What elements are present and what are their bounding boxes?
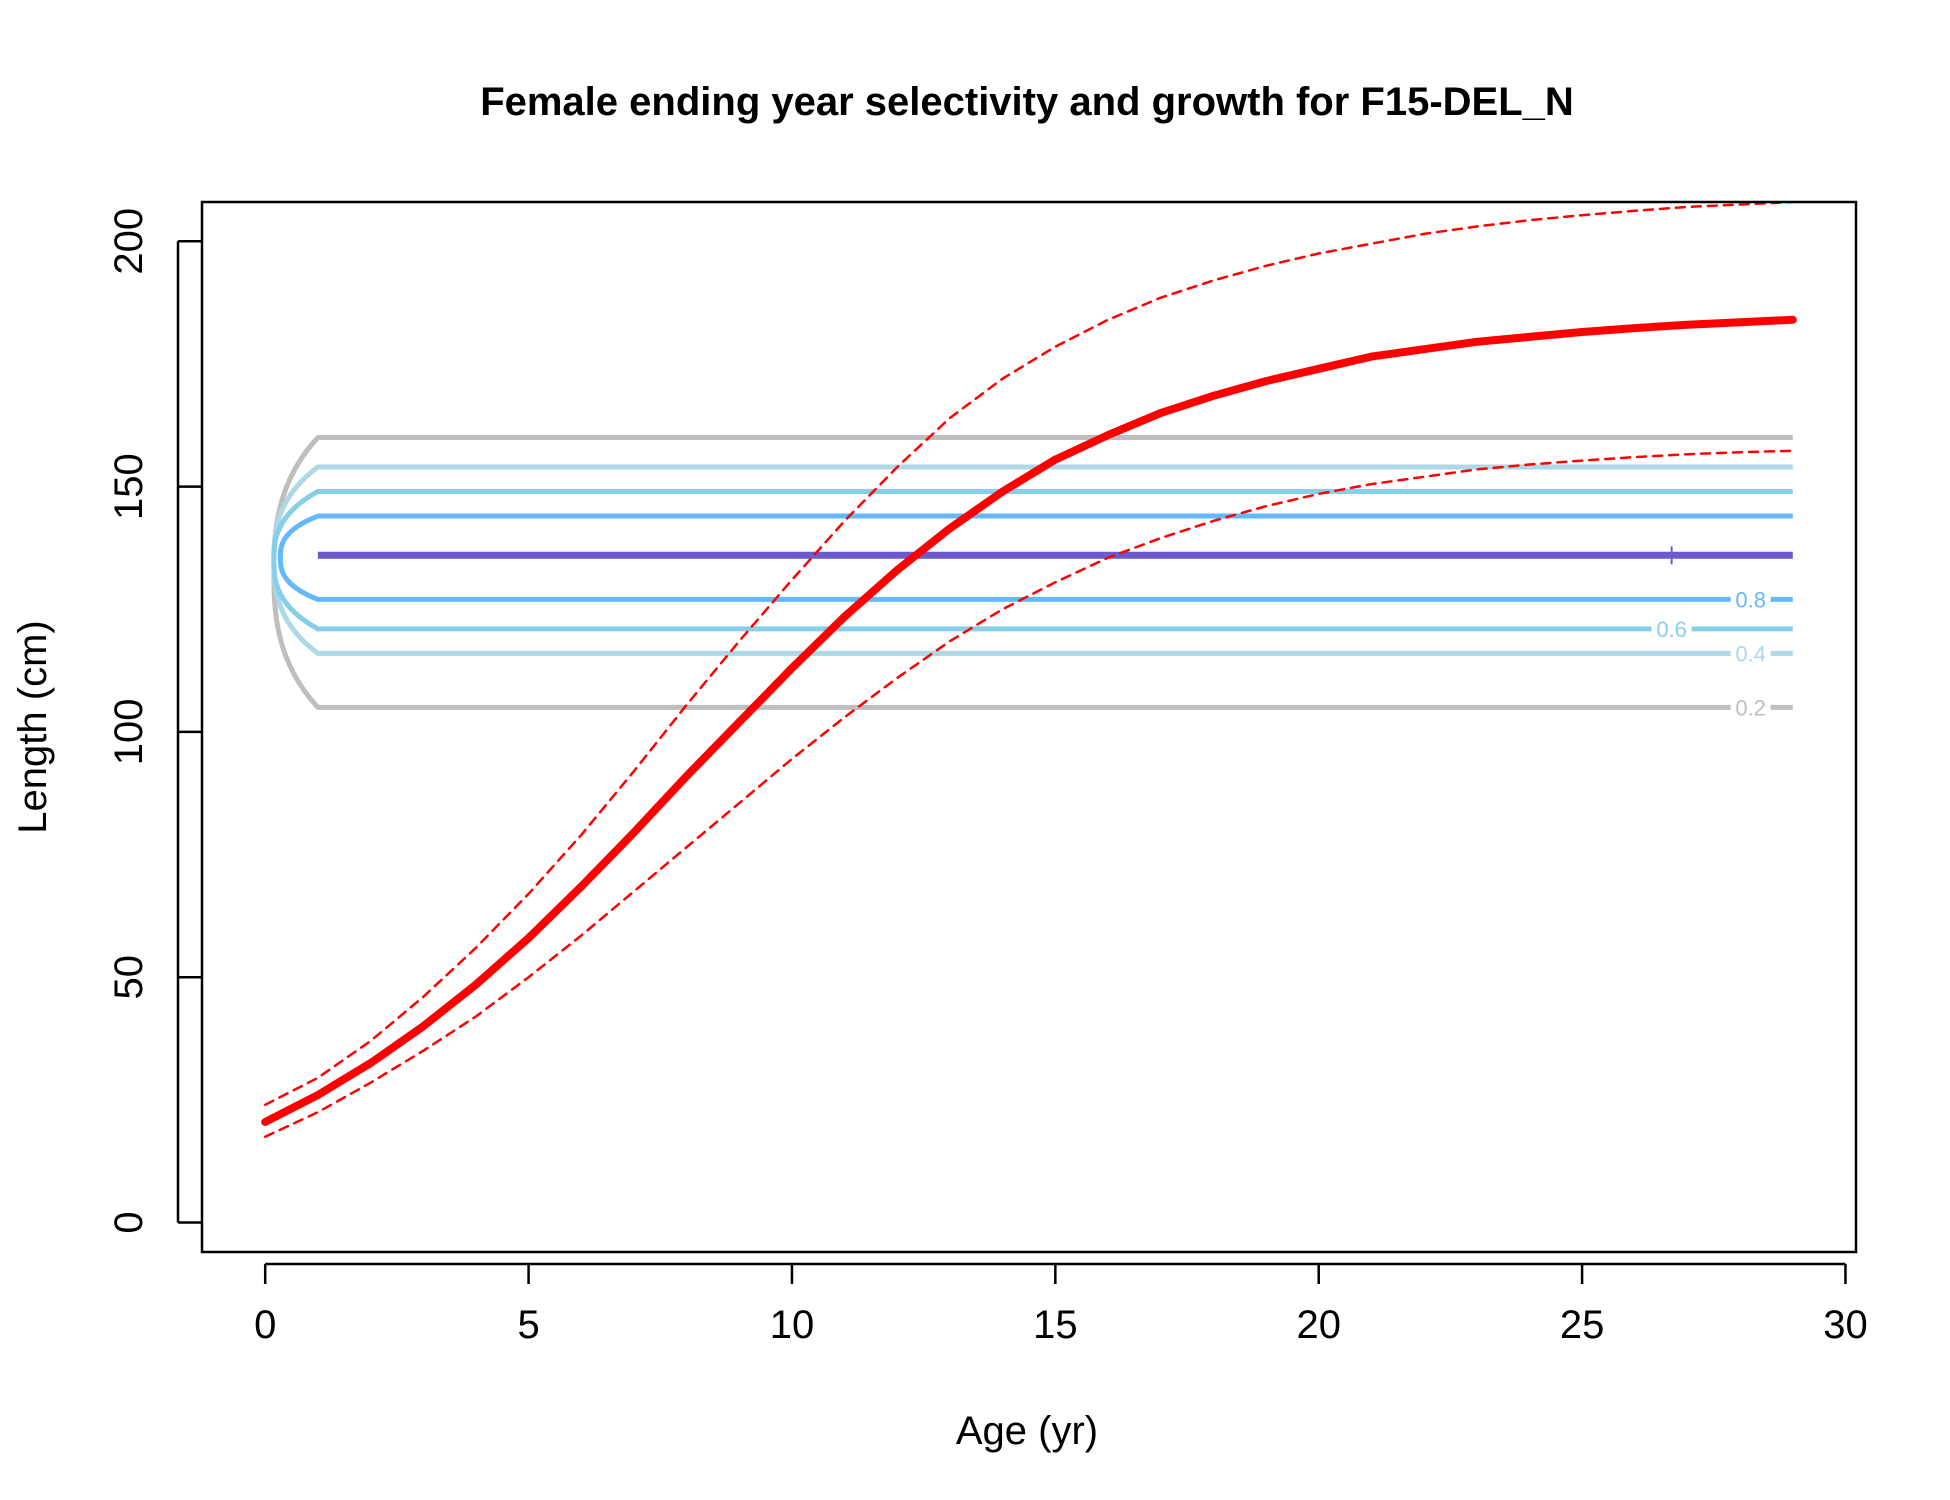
- contour-label: 0.6: [1656, 617, 1687, 642]
- series-line-mean-growth: [261, 315, 1797, 1126]
- selectivity-contours: 0.2 0.4 0.6 0.8: [271, 435, 1793, 722]
- y-axis-title: Length (cm): [11, 620, 55, 833]
- contour-label-background: [1730, 639, 1771, 668]
- chart-title: Female ending year selectivity and growt…: [480, 80, 1574, 124]
- plot-frame: [200, 200, 1858, 1254]
- y-tick-label: 150: [107, 453, 151, 520]
- y-tick-label: 50: [107, 955, 151, 1000]
- y-axis: 0 50 100 150 200: [107, 208, 202, 1234]
- contour-label: 0.2: [1735, 695, 1766, 720]
- contour-label-background: [1730, 585, 1771, 614]
- selectivity-contour-0-6: [271, 488, 1793, 632]
- x-tick-label: 30: [1823, 1303, 1868, 1347]
- series-line-upper-interval: [263, 202, 1795, 1107]
- x-tick-label: 20: [1296, 1303, 1341, 1347]
- contour-label: 0.8: [1735, 587, 1766, 612]
- x-tick-label: 10: [770, 1303, 815, 1347]
- x-tick-label: 5: [517, 1303, 539, 1347]
- peak-marker: [1662, 546, 1681, 565]
- x-tick-label: 25: [1560, 1303, 1605, 1347]
- y-tick-label: 100: [107, 699, 151, 766]
- y-tick-label: 0: [107, 1211, 151, 1233]
- contour-label-background: [1730, 693, 1771, 722]
- growth-series: [261, 202, 1797, 1138]
- y-tick-label: 200: [107, 208, 151, 275]
- x-tick-label: 15: [1033, 1303, 1078, 1347]
- contour-label: 0.4: [1735, 641, 1766, 666]
- series-line-lower-interval: [263, 449, 1795, 1138]
- selectivity-contour-0-8: [277, 513, 1793, 602]
- peak-marker-layer: [1662, 546, 1681, 565]
- contour-label-background: [1651, 614, 1692, 643]
- x-axis: 0 5 10 15 20 25 30: [254, 1262, 1868, 1347]
- x-axis-title: Age (yr): [956, 1409, 1098, 1453]
- x-tick-label: 0: [254, 1303, 276, 1347]
